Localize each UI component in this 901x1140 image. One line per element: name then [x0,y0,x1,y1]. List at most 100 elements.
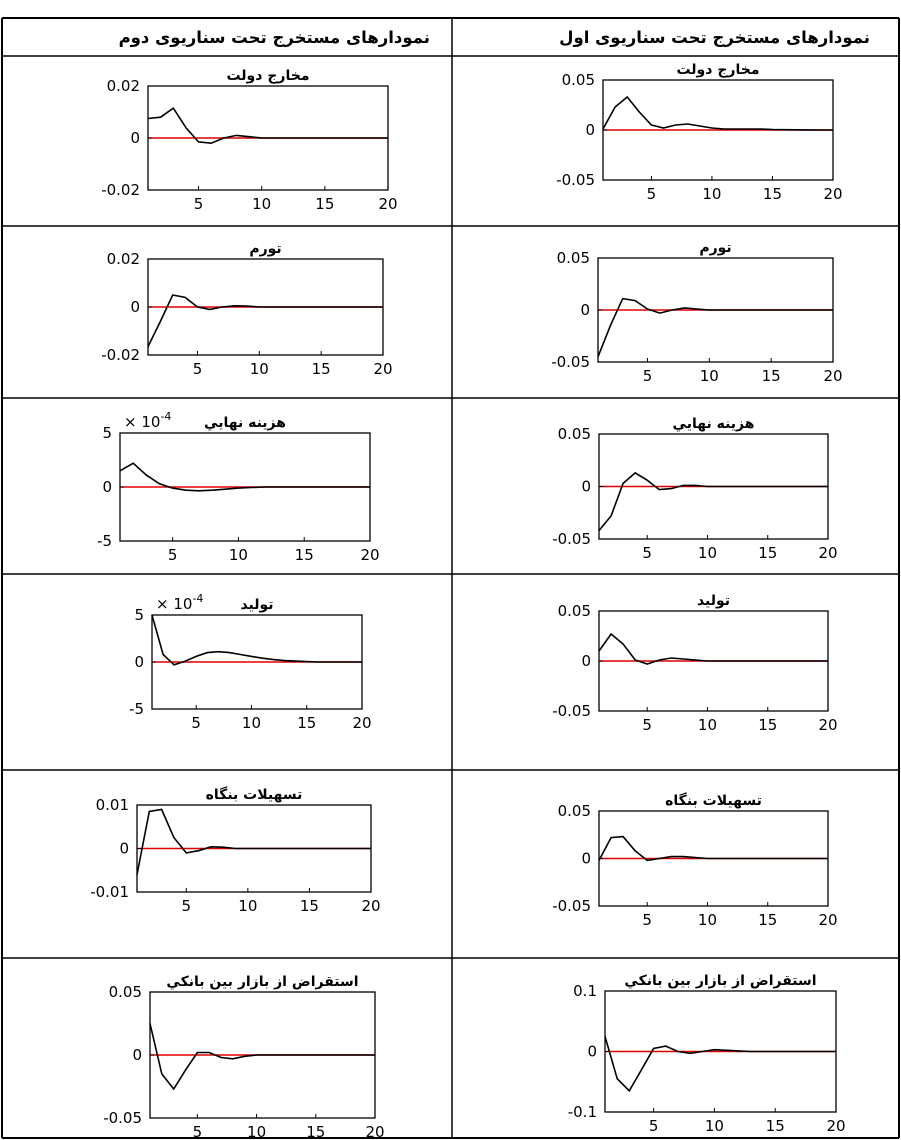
x-tick-label: 20 [823,185,842,203]
plot-title: مخارج دولت [676,62,759,78]
x-tick-label: 20 [360,546,379,564]
response-line [136,808,371,875]
x-tick-label: 20 [352,714,371,732]
y-tick-label: 0 [130,298,140,316]
y-tick-label: 0 [581,652,591,670]
x-tick-label: 15 [315,195,334,213]
plot-s1-loans: 5 10 15 20 -0.05 0 0.05 تسهيلات بنگاه [552,792,837,929]
x-tick-label: 5 [642,544,652,562]
x-tick-label: 20 [365,1123,384,1140]
y-tick-label: -5 [129,700,144,718]
y-tick-label: -0.02 [101,346,140,364]
x-tick-label: 15 [295,546,314,564]
y-tick-label: 0 [581,478,591,496]
x-tick-label: 15 [297,714,316,732]
y-tick-label: -0.05 [552,530,591,548]
plot-s1-gov: 5 10 15 20 -0.05 0 0.05 مخارج دولت [556,62,842,203]
y-tick-label: 0 [580,301,590,319]
y-tick-label: 0 [119,840,129,858]
y-tick-label: 0 [585,121,595,139]
x-tick-label: 5 [642,911,652,929]
response-line [119,462,370,492]
plot-s2-cons: 5 10 15 20 -5 0 5 × 10-4 هزينه نهايي [97,410,380,564]
response-line [147,106,388,145]
plot-s2-gov: 5 10 15 20 -0.02 0 0.02 مخارج دولت [101,68,397,213]
y-tick-label: -0.05 [551,353,590,371]
y-tick-label: 0.1 [573,982,597,1000]
x-tick-label: 5 [193,1123,203,1140]
y-tick-label: 0.05 [558,425,591,443]
y-tick-label: -0.05 [556,171,595,189]
y-tick-label: 0 [102,478,112,496]
x-tick-label: 5 [194,195,204,213]
x-tick-label: 20 [818,544,837,562]
response-line [149,1023,375,1091]
x-tick-label: 5 [181,897,191,915]
x-tick-label: 5 [642,716,652,734]
response-line [597,297,833,358]
plot-s2-interbank: 5 10 15 20 -0.05 0 0.05 استقراض از بازار بين با… [103,974,384,1140]
y-tick-label: 0.05 [557,249,590,267]
plot-s2-out: 5 10 15 20 -5 0 5 × 10-4 توليد [129,592,372,732]
x-tick-label: 5 [643,367,653,385]
plot-title: هزينه نهايي [204,415,286,431]
y-tick-label: -0.1 [568,1103,597,1121]
plot-s2-loans: 5 10 15 20 -0.01 0 0.01 تسهيلات بنگاه [90,786,380,915]
y-tick-label: 0.05 [109,983,142,1001]
plot-s2-inf: 5 10 15 20 -0.02 0 0.02 تورم [101,241,392,378]
y-tick-label: 5 [102,424,112,442]
y-tick-label: 0 [587,1043,597,1061]
x-tick-label: 10 [705,1117,724,1135]
x-tick-label: 10 [247,1123,266,1140]
y-tick-label: -0.05 [552,897,591,915]
y-tick-label: -0.05 [552,702,591,720]
y-tick-label: 0 [132,1046,142,1064]
header-scenario-2: نمودارهای مستخرج تحت سناریوی دوم [119,28,430,48]
x-tick-label: 10 [250,360,269,378]
response-line [598,835,828,862]
response-line [151,614,362,666]
plot-title: تورم [699,240,731,256]
x-tick-label: 10 [698,911,717,929]
axis-multiplier: × 10-4 [124,410,171,431]
x-tick-label: 20 [373,360,392,378]
response-line [602,95,833,131]
x-tick-label: 5 [191,714,201,732]
x-tick-label: 20 [378,195,397,213]
x-tick-label: 20 [823,367,842,385]
x-tick-label: 10 [702,185,721,203]
x-tick-label: 5 [649,1117,659,1135]
y-tick-label: 0 [130,129,140,147]
x-tick-label: 10 [242,714,261,732]
response-line [598,471,828,532]
x-tick-label: 15 [758,716,777,734]
y-tick-label: 0.05 [562,71,595,89]
y-tick-label: 0.05 [558,602,591,620]
table-frame [1,17,900,1139]
y-tick-label: -0.02 [101,181,140,199]
x-tick-label: 20 [826,1117,845,1135]
x-tick-label: 5 [168,546,178,564]
y-tick-label: 0.02 [107,77,140,95]
plots-area: 5 10 15 20 -0.05 0 0.05 مخارج دولت 5 10 15 20 -0.02 0… [90,62,845,1140]
x-tick-label: 10 [698,716,717,734]
plot-s1-cons: 5 10 15 20 -0.05 0 0.05 هزينه نهايي [552,416,837,562]
axis-multiplier: × 10-4 [156,592,203,613]
plot-title: استقراض از بازار بين بانكي [166,974,358,990]
x-tick-label: 15 [312,360,331,378]
plot-title: تسهيلات بنگاه [665,792,762,809]
x-tick-label: 15 [763,185,782,203]
response-line [598,632,828,665]
response-line [147,294,383,347]
x-tick-label: 20 [818,716,837,734]
y-tick-label: 0.05 [558,802,591,820]
x-tick-label: 10 [700,367,719,385]
plot-title: توليد [240,597,273,613]
x-tick-label: 10 [698,544,717,562]
y-tick-label: 0 [581,850,591,868]
plot-title: استقراض از بازار بين بانكي [624,973,816,989]
y-tick-label: -0.01 [90,883,129,901]
y-tick-label: 0.01 [96,796,129,814]
y-tick-label: 0 [134,653,144,671]
